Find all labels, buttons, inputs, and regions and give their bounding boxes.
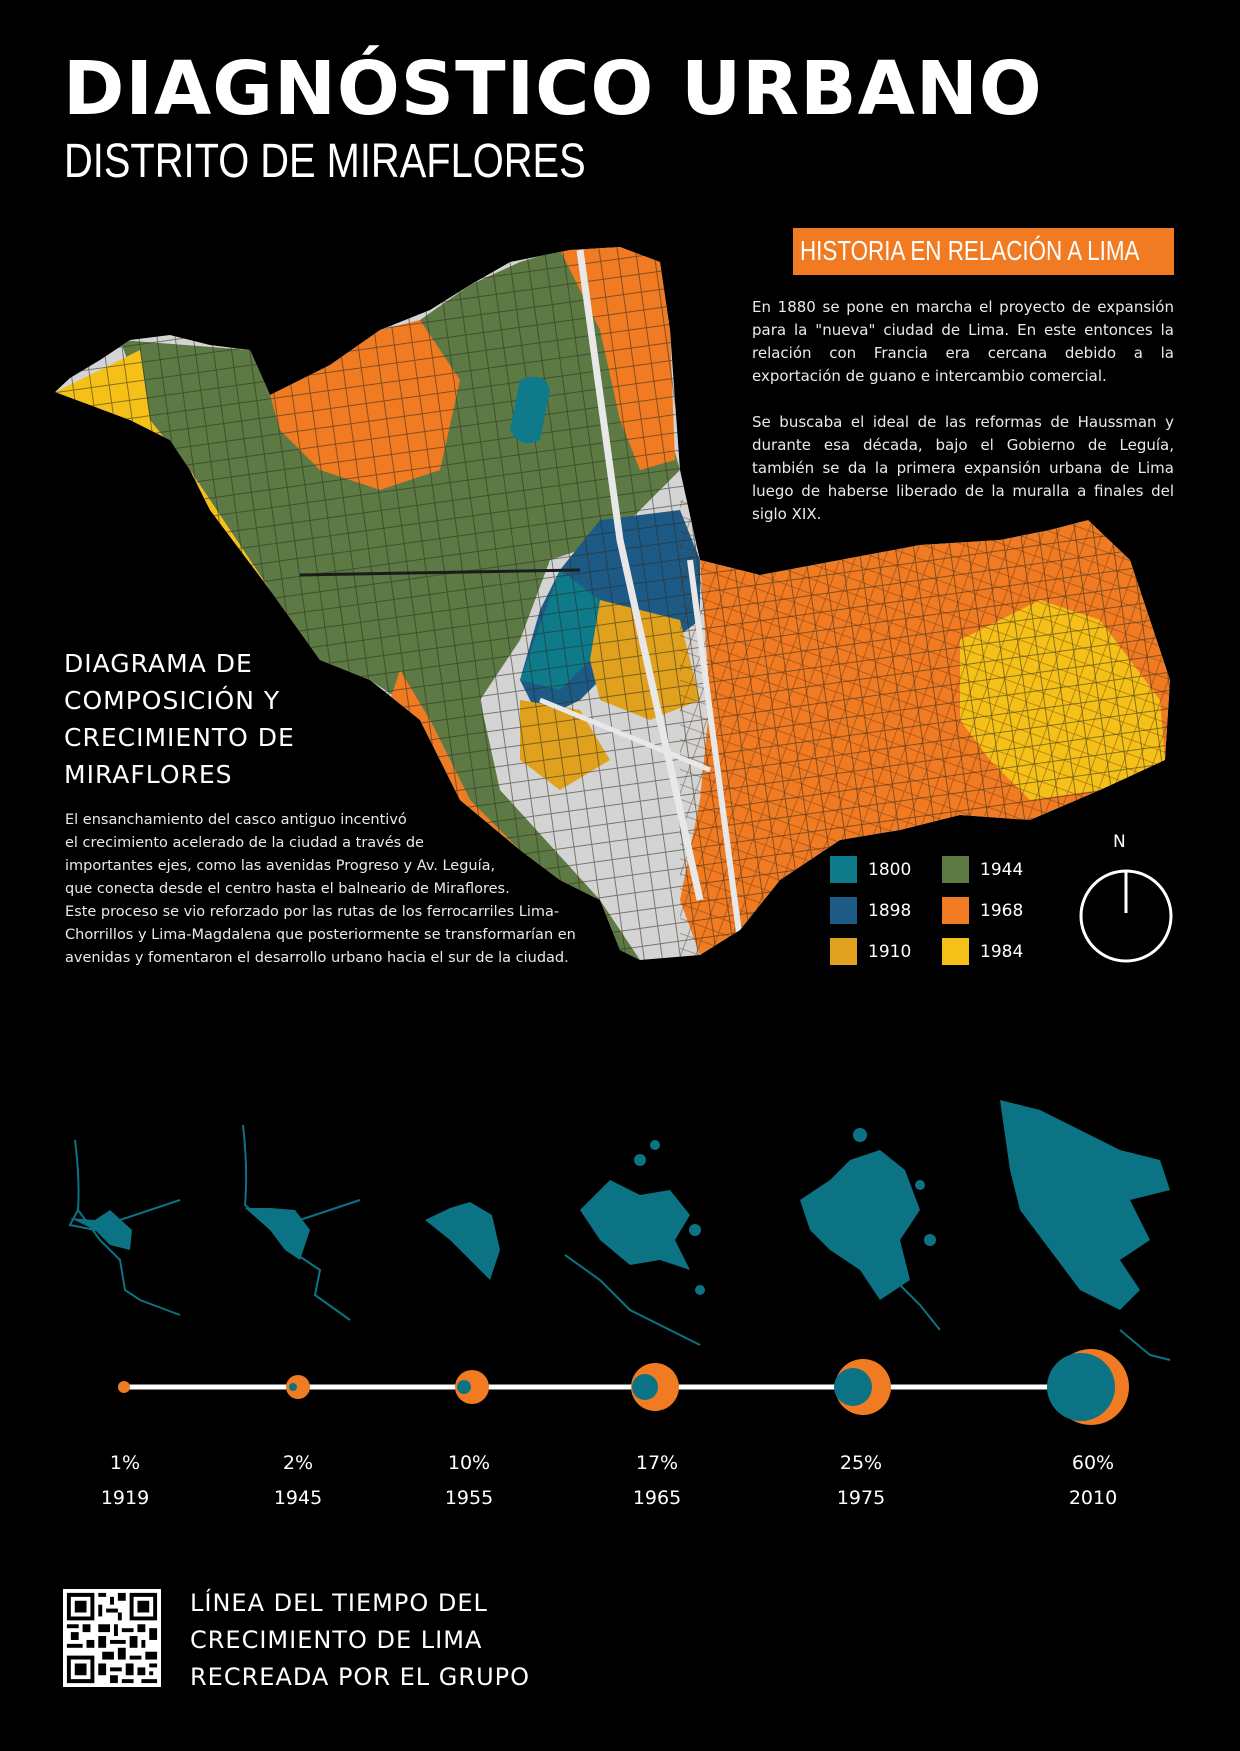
legend-swatch [942,897,969,924]
timeline-percent: 2% [282,1452,314,1474]
legend-swatch [830,897,857,924]
legend-label: 1984 [980,941,1024,962]
legend-item-1800: 1800 [830,856,911,883]
lima-growth-silhouettes [68,1100,1171,1361]
legend-label: 1898 [868,900,912,921]
diagram-description-line: importantes ejes, como las avenidas Prog… [65,858,496,874]
timeline-bubble-1945-inner [289,1383,297,1391]
page-subtitle: DISTRITO DE MIRAFLORES [64,135,586,188]
diagram-description-line: el crecimiento acelerado de la ciudad a … [65,835,424,851]
legend-item-1910: 1910 [830,938,911,965]
timeline-bubble-1965-inner [632,1374,658,1400]
legend-item-1968: 1968 [942,897,1023,924]
qr-code[interactable] [63,1589,161,1687]
diagram-title-line: CRECIMIENTO DE [64,723,295,752]
timeline-bubble-1975-inner [834,1368,872,1406]
timeline-track [118,1349,1129,1425]
diagram-title: DIAGRAMA DE COMPOSICIÓN Y CRECIMIENTO DE… [64,645,295,793]
timeline-year: 1975 [836,1487,886,1509]
timeline-bubble-1955 [455,1370,489,1404]
diagram-description-line: Chorrillos y Lima-Magdalena que posterio… [65,927,576,943]
miraflores-map [55,247,1170,960]
legend-label: 1910 [868,941,912,962]
timeline-percent: 25% [839,1452,883,1474]
timeline-year: 1945 [273,1487,323,1509]
diagram-description: El ensanchamiento del casco antiguo ince… [65,809,585,970]
history-heading-bg [793,228,1174,275]
timeline-year: 2010 [1068,1487,1118,1509]
legend-swatch [830,938,857,965]
diagram-description-line: El ensanchamiento del casco antiguo ince… [65,812,407,828]
timeline-bubble-1945 [286,1375,310,1399]
timeline-title-line: CRECIMIENTO DE LIMA [190,1626,483,1654]
timeline-bubble-2010-inner [1047,1353,1115,1421]
timeline-year: 1965 [632,1487,682,1509]
north-arrow-icon [1079,869,1173,963]
diagram-description-line: avenidas y fomentaron el desarrollo urba… [65,950,569,966]
timeline-title-line: RECREADA POR EL GRUPO [190,1663,530,1691]
diagram-title-line: MIRAFLORES [64,760,233,789]
history-heading: HISTORIA EN RELACIÓN A LIMA [800,235,1140,266]
timeline-bubble-1955-inner [457,1380,471,1394]
legend-label: 1968 [980,900,1024,921]
timeline-title-line: LÍNEA DEL TIEMPO DEL [190,1589,488,1617]
diagram-title-line: DIAGRAMA DE [64,649,253,678]
timeline-year: 1955 [444,1487,494,1509]
timeline-bubbles [118,1349,1129,1425]
page-title: DIAGNÓSTICO URBANO [63,46,1043,132]
legend-swatch [942,856,969,883]
timeline-percent: 10% [447,1452,491,1474]
legend-item-1984: 1984 [942,938,1023,965]
diagram-title-line: COMPOSICIÓN Y [64,686,281,715]
diagram-description-line: Este proceso se vio reforzado por las ru… [65,904,560,920]
history-paragraph-2: Se buscaba el ideal de las reformas de H… [752,413,1174,523]
legend-label: 1800 [868,859,912,880]
legend-swatch [942,938,969,965]
timeline-bubble-1919 [118,1381,130,1393]
timeline-year: 1919 [100,1487,150,1509]
diagram-description-line: que conecta desde el centro hasta el bal… [65,881,510,897]
legend-label: 1944 [980,859,1024,880]
legend-swatch [830,856,857,883]
timeline-percent: 1% [109,1452,141,1474]
timeline-title: LÍNEA DEL TIEMPO DEL CRECIMIENTO DE LIMA… [190,1585,530,1696]
timeline-percent: 60% [1071,1452,1115,1474]
timeline-percent: 17% [635,1452,679,1474]
north-label: N [1113,832,1126,852]
legend-item-1898: 1898 [830,897,911,924]
history-paragraph-1: En 1880 se pone en marcha el proyecto de… [752,298,1174,385]
legend-item-1944: 1944 [942,856,1023,883]
